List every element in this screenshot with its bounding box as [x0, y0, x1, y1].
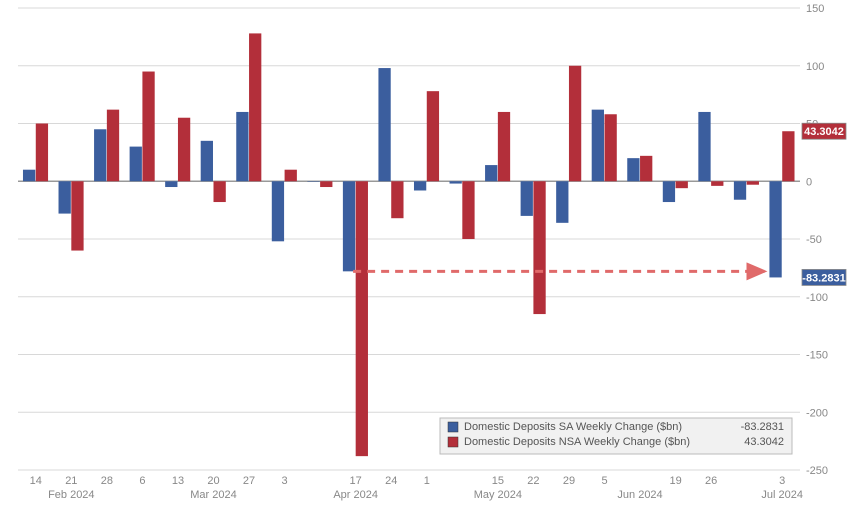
bar-nsa [569, 66, 581, 182]
y-tick-label: -200 [806, 407, 828, 419]
x-tick-label: 26 [705, 475, 717, 487]
bar-nsa [782, 131, 794, 181]
bar-nsa [249, 33, 261, 181]
value-callout-text: -83.2831 [802, 272, 845, 284]
bar-nsa [36, 124, 48, 182]
bar-sa [627, 158, 639, 181]
bar-sa [130, 147, 142, 182]
bar-sa [94, 129, 106, 181]
x-tick-label: 21 [65, 475, 77, 487]
bar-nsa [676, 181, 688, 188]
bar-nsa [533, 181, 545, 314]
x-month-label: Jun 2024 [617, 489, 662, 501]
bar-nsa [498, 112, 510, 181]
x-tick-label: 5 [601, 475, 607, 487]
legend-label: Domestic Deposits NSA Weekly Change ($bn… [464, 436, 690, 448]
value-callout-text: 43.3042 [804, 126, 844, 138]
x-tick-label: 20 [207, 475, 219, 487]
x-tick-label: 29 [563, 475, 575, 487]
bar-sa [23, 170, 35, 182]
x-month-label: Apr 2024 [333, 489, 378, 501]
bar-nsa [178, 118, 190, 182]
legend-value: 43.3042 [744, 436, 784, 448]
y-tick-label: 100 [806, 61, 824, 73]
bar-nsa [107, 110, 119, 182]
deposits-weekly-change-chart: -250-200-150-100-50050100150142128613202… [0, 0, 848, 508]
x-tick-label: 28 [101, 475, 113, 487]
y-tick-label: -50 [806, 234, 822, 246]
y-tick-label: 150 [806, 3, 824, 15]
bar-sa [378, 68, 390, 181]
chart-svg: -250-200-150-100-50050100150142128613202… [0, 0, 848, 508]
bar-sa [521, 181, 533, 216]
bar-sa [769, 181, 781, 277]
bar-sa [307, 181, 319, 182]
x-tick-label: 15 [492, 475, 504, 487]
bar-nsa [462, 181, 474, 239]
bar-nsa [320, 181, 332, 187]
bar-nsa [605, 114, 617, 181]
x-tick-label: 3 [779, 475, 785, 487]
legend-swatch [448, 422, 458, 432]
y-tick-label: -150 [806, 350, 828, 362]
bar-sa [734, 181, 746, 199]
x-month-label: Mar 2024 [190, 489, 236, 501]
x-tick-label: 17 [350, 475, 362, 487]
x-tick-label: 14 [30, 475, 42, 487]
bar-sa [414, 181, 426, 190]
x-month-label: Jul 2024 [761, 489, 803, 501]
bar-sa [556, 181, 568, 223]
bar-sa [236, 112, 248, 181]
bar-nsa [356, 181, 368, 456]
y-tick-label: 0 [806, 176, 812, 188]
bar-sa [59, 181, 71, 213]
x-tick-label: 13 [172, 475, 184, 487]
y-tick-label: -100 [806, 292, 828, 304]
bar-sa [592, 110, 604, 182]
bar-sa [201, 141, 213, 181]
x-month-label: Feb 2024 [48, 489, 94, 501]
bar-sa [343, 181, 355, 271]
x-tick-label: 19 [669, 475, 681, 487]
bar-nsa [214, 181, 226, 202]
x-tick-label: 1 [424, 475, 430, 487]
bar-nsa [285, 170, 297, 182]
bar-nsa [427, 91, 439, 181]
legend-label: Domestic Deposits SA Weekly Change ($bn) [464, 421, 682, 433]
legend-value: -83.2831 [741, 421, 784, 433]
x-tick-label: 22 [527, 475, 539, 487]
bar-nsa [71, 181, 83, 250]
bar-sa [698, 112, 710, 181]
x-tick-label: 24 [385, 475, 397, 487]
bar-sa [165, 181, 177, 187]
bar-nsa [640, 156, 652, 181]
bar-sa [450, 181, 462, 183]
bar-nsa [142, 72, 154, 182]
x-tick-label: 6 [139, 475, 145, 487]
y-tick-label: -250 [806, 465, 828, 477]
bar-sa [272, 181, 284, 241]
bar-nsa [391, 181, 403, 218]
legend-swatch [448, 437, 458, 447]
bar-nsa [747, 181, 759, 184]
x-tick-label: 3 [282, 475, 288, 487]
bar-nsa [711, 181, 723, 186]
bar-sa [485, 165, 497, 181]
x-tick-label: 27 [243, 475, 255, 487]
bar-sa [663, 181, 675, 202]
x-month-label: May 2024 [474, 489, 522, 501]
